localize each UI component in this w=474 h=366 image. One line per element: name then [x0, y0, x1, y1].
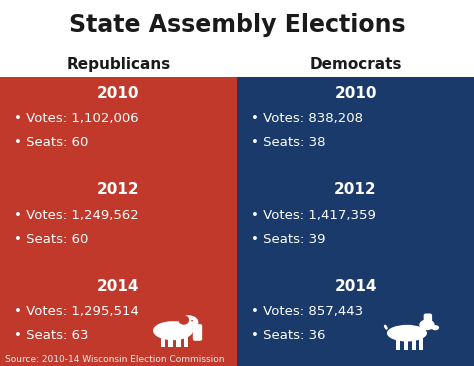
Text: • Votes: 1,417,359: • Votes: 1,417,359 [251, 209, 376, 222]
Text: • Votes: 857,443: • Votes: 857,443 [251, 305, 364, 318]
Text: • Seats: 39: • Seats: 39 [251, 232, 326, 246]
FancyBboxPatch shape [0, 77, 237, 366]
Text: Republicans: Republicans [66, 57, 171, 72]
Text: 2012: 2012 [334, 182, 377, 197]
Text: • Seats: 63: • Seats: 63 [14, 329, 89, 342]
FancyBboxPatch shape [424, 313, 432, 323]
Text: • Votes: 1,295,514: • Votes: 1,295,514 [14, 305, 139, 318]
Text: • Votes: 1,102,006: • Votes: 1,102,006 [14, 112, 139, 126]
Ellipse shape [178, 315, 189, 325]
FancyBboxPatch shape [168, 337, 173, 347]
Text: Source: 2010-14 Wisconsin Election Commission: Source: 2010-14 Wisconsin Election Commi… [5, 355, 224, 364]
Text: • Seats: 60: • Seats: 60 [14, 136, 89, 149]
Text: 2014: 2014 [334, 279, 377, 294]
FancyBboxPatch shape [404, 338, 408, 350]
FancyBboxPatch shape [237, 77, 474, 366]
Ellipse shape [387, 325, 427, 341]
Text: State Assembly Elections: State Assembly Elections [69, 13, 405, 37]
Text: • Seats: 36: • Seats: 36 [251, 329, 326, 342]
Text: 2010: 2010 [334, 86, 377, 101]
Ellipse shape [153, 321, 193, 340]
FancyBboxPatch shape [184, 337, 188, 347]
FancyBboxPatch shape [193, 324, 202, 341]
FancyBboxPatch shape [411, 338, 416, 350]
Text: 2010: 2010 [97, 86, 140, 101]
Text: 2014: 2014 [97, 279, 140, 294]
Ellipse shape [178, 315, 199, 329]
Text: • Seats: 60: • Seats: 60 [14, 232, 89, 246]
Ellipse shape [191, 320, 193, 321]
FancyArrowPatch shape [385, 326, 386, 328]
Ellipse shape [431, 325, 439, 330]
FancyBboxPatch shape [396, 338, 400, 350]
FancyBboxPatch shape [419, 338, 423, 350]
Text: • Votes: 1,249,562: • Votes: 1,249,562 [14, 209, 139, 222]
Text: • Seats: 38: • Seats: 38 [251, 136, 326, 149]
FancyBboxPatch shape [161, 337, 165, 347]
Text: 2012: 2012 [97, 182, 140, 197]
Text: Democrats: Democrats [309, 57, 402, 72]
FancyBboxPatch shape [176, 337, 181, 347]
Text: • Votes: 838,208: • Votes: 838,208 [251, 112, 363, 126]
Ellipse shape [419, 320, 435, 330]
